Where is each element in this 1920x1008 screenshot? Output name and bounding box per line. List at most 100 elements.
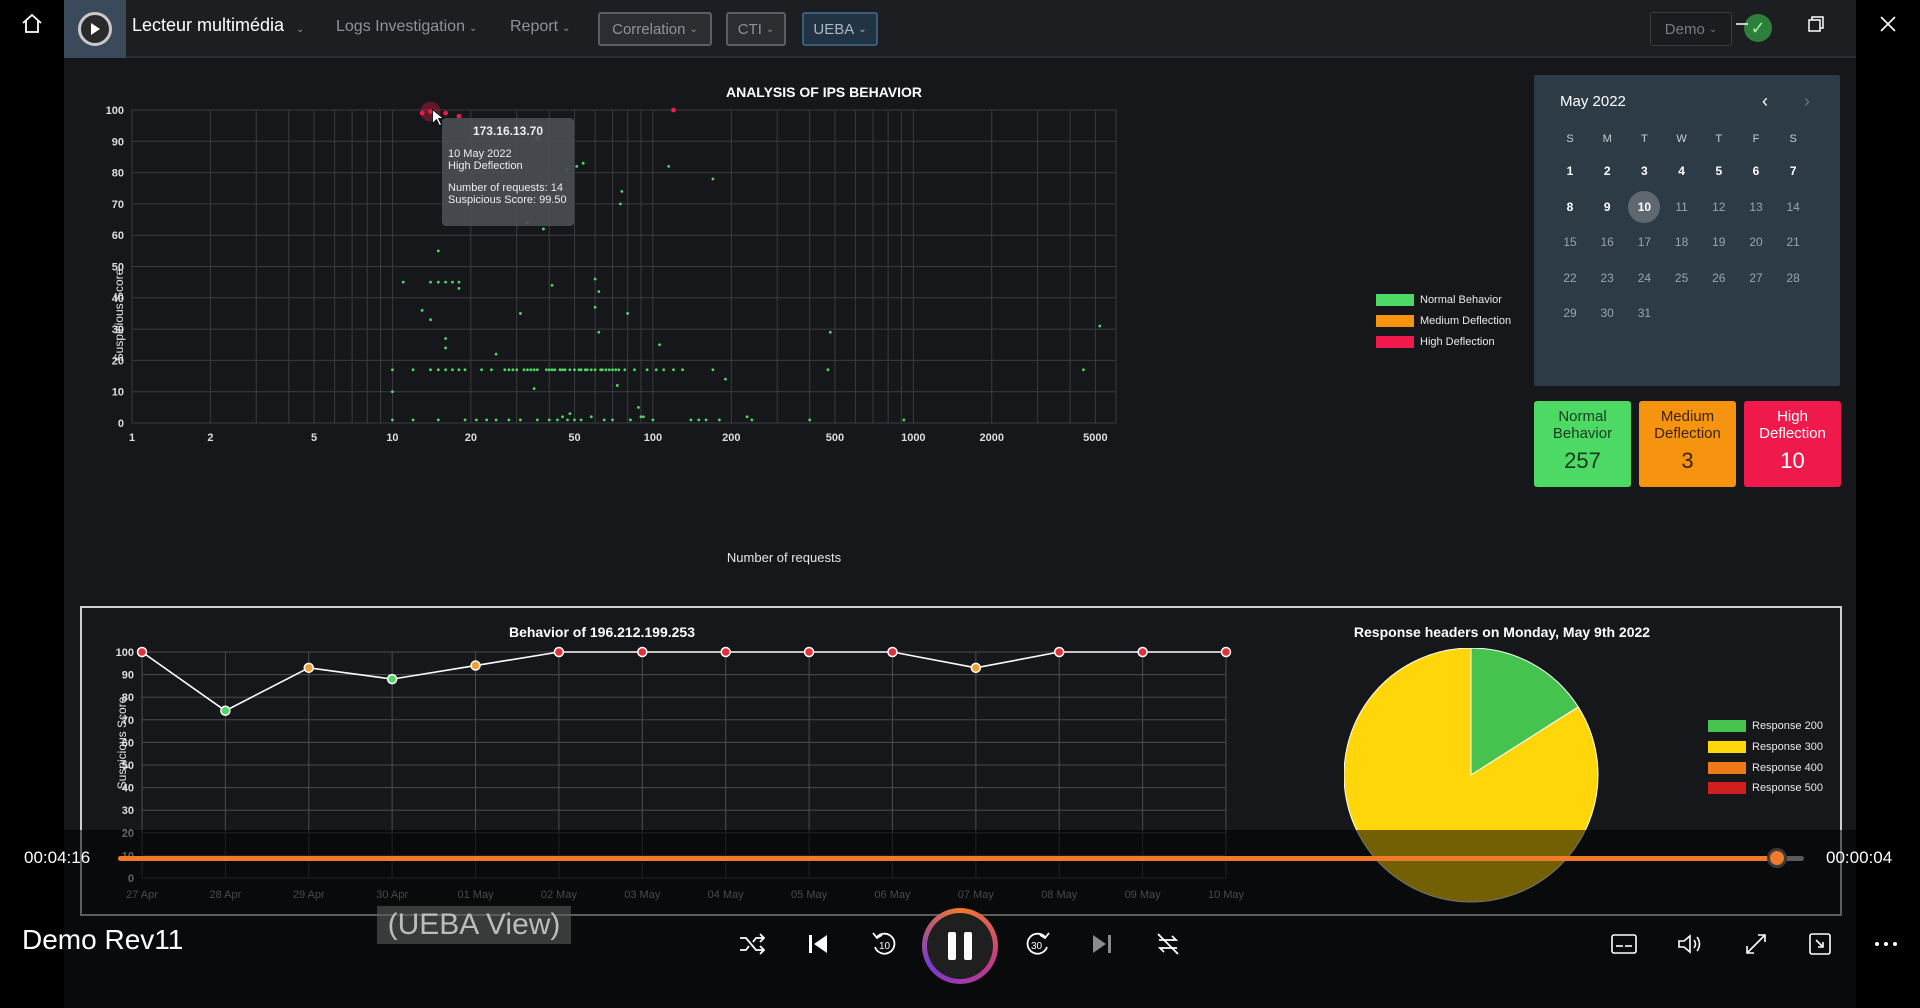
scatter-point[interactable] — [579, 368, 583, 372]
scatter-point[interactable] — [558, 368, 562, 372]
scatter-point[interactable] — [522, 368, 526, 372]
calendar-day[interactable]: 23 — [1600, 270, 1614, 285]
scatter-point[interactable] — [711, 177, 715, 181]
scatter-point[interactable] — [658, 343, 661, 347]
scatter-point[interactable] — [651, 418, 655, 422]
scatter-point[interactable] — [532, 368, 536, 372]
shuffle-icon[interactable] — [726, 918, 778, 970]
scatter-point[interactable] — [420, 308, 424, 312]
scatter-point[interactable] — [529, 368, 533, 372]
scatter-point[interactable] — [444, 368, 448, 372]
scatter-point[interactable] — [808, 418, 812, 422]
nav-ueba[interactable]: UEBA ⌄ — [802, 12, 878, 46]
calendar-day[interactable]: 31 — [1637, 306, 1652, 320]
calendar-day[interactable]: 9 — [1603, 199, 1611, 214]
calendar-day[interactable]: 24 — [1637, 270, 1652, 285]
scatter-point[interactable] — [519, 418, 522, 422]
calendar-day[interactable]: 11 — [1675, 199, 1688, 214]
scatter-point[interactable] — [535, 368, 539, 372]
scatter-point[interactable] — [532, 387, 536, 390]
fullscreen-icon[interactable] — [1730, 918, 1782, 970]
seek-thumb[interactable] — [1767, 848, 1788, 868]
scatter-point[interactable] — [617, 368, 621, 372]
scatter-point[interactable] — [593, 277, 597, 281]
scatter-point[interactable] — [623, 368, 627, 372]
next-month-icon[interactable]: › — [1804, 91, 1810, 111]
scatter-point[interactable] — [391, 368, 394, 372]
scatter-point[interactable] — [1098, 324, 1102, 328]
scatter-point[interactable] — [579, 418, 583, 422]
calendar-day[interactable]: 2 — [1603, 164, 1611, 178]
scatter-point[interactable] — [614, 368, 618, 372]
scatter-point[interactable] — [645, 368, 649, 372]
scatter-point[interactable] — [556, 418, 559, 422]
scatter-point[interactable] — [593, 305, 597, 309]
scatter-point[interactable] — [490, 368, 493, 372]
scatter-point[interactable] — [457, 368, 461, 372]
calendar-day[interactable]: 30 — [1600, 306, 1614, 320]
line-point[interactable] — [803, 646, 815, 658]
scatter-point[interactable] — [568, 368, 572, 372]
scatter-point[interactable] — [711, 368, 715, 372]
scatter-point[interactable] — [620, 189, 624, 193]
pause-button[interactable] — [922, 908, 998, 984]
calendar-day[interactable]: 4 — [1678, 164, 1685, 178]
scatter-point[interactable] — [750, 418, 754, 422]
scatter-point[interactable] — [601, 368, 604, 372]
calendar-day[interactable]: 22 — [1563, 270, 1577, 285]
scatter-point[interactable] — [526, 368, 529, 372]
scatter-point[interactable] — [585, 368, 589, 372]
calendar-day[interactable]: 3 — [1641, 164, 1648, 178]
minimize-icon[interactable] — [1712, 0, 1772, 48]
scatter-point[interactable] — [436, 280, 440, 284]
previous-track-icon[interactable] — [792, 918, 844, 970]
seek-bar[interactable] — [118, 848, 1804, 868]
scatter-point[interactable] — [451, 280, 454, 284]
scatter-point[interactable] — [507, 418, 511, 422]
calendar-day[interactable]: 17 — [1637, 235, 1652, 249]
line-point[interactable] — [1220, 646, 1232, 658]
scatter-point[interactable] — [626, 312, 630, 315]
scatter-point[interactable] — [391, 390, 394, 394]
calendar-day[interactable]: 13 — [1749, 199, 1763, 214]
scatter-point[interactable] — [604, 368, 608, 372]
scatter-point[interactable] — [597, 290, 601, 293]
scatter-point[interactable] — [629, 418, 632, 422]
line-point[interactable] — [970, 662, 982, 674]
scatter-point[interactable] — [671, 107, 676, 113]
calendar-day[interactable]: 26 — [1712, 270, 1726, 285]
scatter-point[interactable] — [463, 418, 467, 422]
scatter-point[interactable] — [411, 418, 415, 422]
scatter-point[interactable] — [724, 377, 727, 381]
scatter-point[interactable] — [615, 384, 619, 387]
scatter-point[interactable] — [597, 330, 601, 334]
scatter-point[interactable] — [511, 368, 515, 372]
next-track-icon[interactable] — [1076, 918, 1128, 970]
scatter-point[interactable] — [637, 405, 640, 409]
calendar-day[interactable]: 19 — [1712, 235, 1726, 249]
calendar-day[interactable]: 6 — [1752, 164, 1760, 178]
close-icon[interactable] — [1856, 0, 1920, 48]
scatter-point[interactable] — [561, 415, 564, 419]
calendar-day[interactable]: 29 — [1563, 306, 1577, 320]
scatter-point[interactable] — [494, 352, 498, 356]
calendar-day[interactable]: 20 — [1749, 235, 1763, 249]
scatter-point[interactable] — [639, 415, 643, 419]
line-point[interactable] — [1137, 646, 1148, 658]
scatter-point[interactable] — [611, 368, 614, 372]
scatter-point[interactable] — [553, 368, 557, 372]
forward-30-icon[interactable]: 30 — [1012, 918, 1064, 970]
scatter-point[interactable] — [561, 368, 564, 372]
scatter-point[interactable] — [419, 110, 425, 116]
user-select[interactable]: Demo ⌄ — [1650, 12, 1732, 46]
scatter-point[interactable] — [581, 161, 585, 165]
scatter-point[interactable] — [401, 280, 405, 284]
scatter-point[interactable] — [507, 368, 511, 372]
scatter-point[interactable] — [428, 109, 433, 114]
scatter-point[interactable] — [485, 418, 489, 422]
calendar-day[interactable]: 12 — [1712, 199, 1726, 214]
calendar-day[interactable]: 18 — [1674, 235, 1689, 249]
scatter-point[interactable] — [429, 368, 432, 372]
nav-correlation[interactable]: Correlation ⌄ — [598, 12, 712, 46]
home-icon[interactable] — [0, 0, 64, 48]
